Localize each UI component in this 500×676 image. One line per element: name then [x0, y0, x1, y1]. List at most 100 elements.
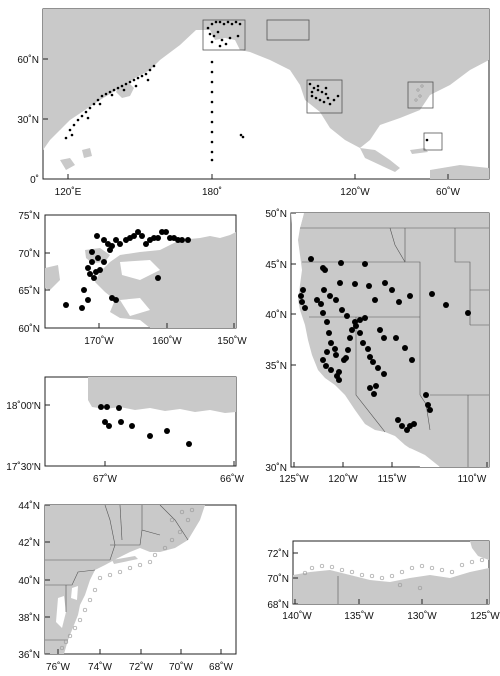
station-marker [84, 110, 88, 114]
station-marker [206, 26, 210, 30]
station-marker [92, 102, 96, 106]
beaufort-lon-label-3: 130˚W [407, 610, 437, 622]
station-marker [104, 92, 108, 96]
open-station-marker [416, 88, 420, 92]
station-marker [86, 116, 90, 120]
station-marker [89, 259, 95, 265]
beaufort-lon-label-4: 125˚W [470, 610, 500, 622]
station-marker [210, 120, 214, 124]
ne-lat-label-1: 44˚N [18, 500, 40, 512]
station-marker [236, 34, 240, 38]
station-marker [327, 293, 333, 299]
alaska-lat-label-3: 65˚N [18, 285, 40, 297]
open-station-marker [369, 573, 375, 579]
west-lat-label-3: 40˚N [265, 309, 287, 321]
station-marker [110, 93, 114, 97]
alaska-lat-label-4: 60˚N [18, 323, 40, 335]
station-marker [214, 20, 218, 24]
station-marker [208, 32, 212, 36]
ne-lat-label-3: 40˚N [18, 575, 40, 587]
open-station-marker [59, 645, 65, 651]
station-marker [370, 359, 376, 365]
station-marker [366, 283, 372, 289]
station-marker [372, 297, 378, 303]
station-marker [443, 302, 449, 308]
station-marker [389, 287, 395, 293]
ne-lon-label-3: 72˚W [129, 661, 153, 673]
open-station-marker [339, 567, 345, 573]
overview-lat-label-3: 0˚ [30, 174, 39, 186]
station-marker [129, 423, 135, 429]
station-marker [371, 391, 377, 397]
alaska-lon-label-3: 150˚W [217, 335, 247, 347]
station-marker [210, 80, 214, 84]
west-us-map: 50˚N 45˚N 40˚N 35˚N 30˚N 125˚W 120˚W 115… [265, 208, 490, 485]
station-marker [210, 140, 214, 144]
open-station-marker [82, 607, 88, 613]
station-marker [234, 20, 238, 24]
open-station-marker [309, 565, 315, 571]
open-station-marker [147, 559, 153, 565]
station-marker [382, 280, 388, 286]
station-marker [120, 84, 124, 88]
station-marker [152, 64, 156, 68]
open-station-marker [414, 98, 418, 102]
station-marker [85, 297, 91, 303]
station-marker [323, 363, 329, 369]
station-marker [333, 352, 339, 358]
open-station-marker [127, 565, 133, 571]
station-marker [228, 36, 232, 40]
station-marker [210, 130, 214, 134]
station-marker [362, 261, 368, 267]
station-marker [395, 417, 401, 423]
northeast-us-map: 44˚N 42˚N 40˚N 38˚N 36˚N 76˚W 74˚W 72˚W … [18, 500, 237, 673]
west-lon-label-3: 115˚W [378, 473, 407, 485]
overview-lat-label-1: 60˚N [17, 54, 39, 66]
station-marker [101, 259, 107, 265]
station-marker [222, 22, 226, 26]
station-marker [143, 241, 149, 247]
station-marker [320, 310, 326, 316]
station-marker [212, 34, 216, 38]
open-station-marker [302, 570, 308, 576]
open-station-marker [399, 569, 405, 575]
ne-lat-label-5: 36˚N [18, 649, 40, 661]
station-marker [131, 233, 137, 239]
open-station-marker [97, 575, 103, 581]
station-marker [148, 68, 152, 72]
station-marker [365, 346, 371, 352]
station-marker [239, 133, 243, 137]
alaska-lat-label-2: 70˚N [18, 248, 40, 260]
west-lon-label-2: 120˚W [328, 473, 358, 485]
beaufort-lon-label-1: 140˚W [282, 610, 312, 622]
overview-lon-label-2: 180˚ [202, 186, 222, 198]
open-station-marker [418, 94, 422, 98]
ne-lon-label-2: 74˚W [88, 661, 112, 673]
station-marker [241, 135, 245, 139]
open-station-marker [329, 564, 335, 570]
station-marker [328, 340, 334, 346]
overview-lon-label-1: 120˚E [55, 186, 82, 198]
station-marker [360, 340, 366, 346]
station-marker [185, 237, 191, 243]
west-lon-label-1: 125˚W [279, 473, 309, 485]
station-marker [210, 40, 214, 44]
station-marker [79, 305, 85, 311]
station-marker [81, 287, 87, 293]
station-marker [144, 72, 148, 76]
station-marker [96, 98, 100, 102]
alaska-lon-label-1: 170˚W [84, 335, 114, 347]
station-marker [302, 305, 308, 311]
station-marker [328, 367, 334, 373]
station-marker [324, 92, 328, 96]
station-marker [108, 90, 112, 94]
open-station-marker [439, 567, 445, 573]
open-station-marker [72, 625, 78, 631]
station-marker [367, 385, 373, 391]
beaufort-lat-label-3: 68˚N [267, 599, 289, 611]
station-marker [336, 369, 342, 375]
west-lat-label-2: 45˚N [265, 259, 287, 271]
station-marker [343, 355, 349, 361]
station-marker [425, 402, 431, 408]
